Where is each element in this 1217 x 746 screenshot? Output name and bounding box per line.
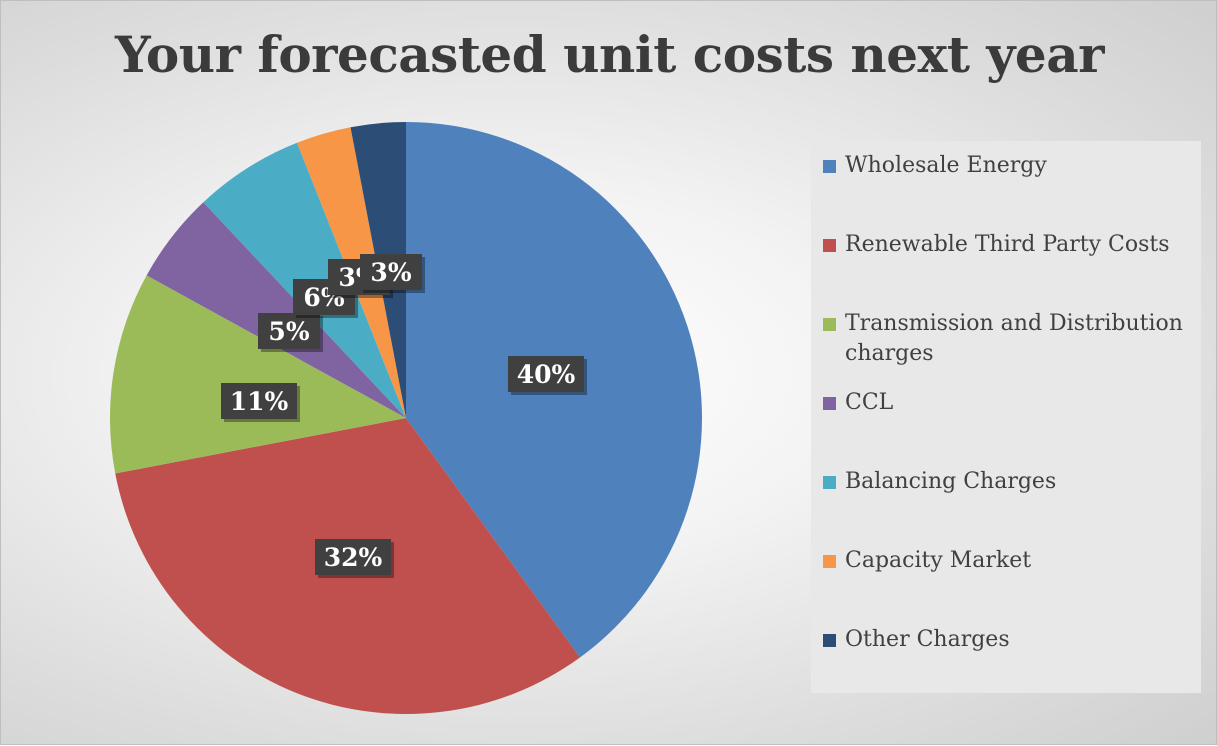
data-label-wholesale-energy: 40% (508, 356, 587, 395)
pie-slice-ccl (146, 202, 406, 418)
svg-text:3%: 3% (370, 258, 411, 287)
legend-swatch (823, 160, 836, 173)
legend-swatch (823, 555, 836, 568)
legend-label: Transmission and Distribution charges (845, 311, 1183, 366)
legend-item-transmission-and-distribution-charges: Transmission and Distribution charges (823, 309, 1195, 369)
legend: Wholesale Energy Renewable Third Party Co… (811, 141, 1201, 693)
legend-item-ccl: CCL (823, 388, 1195, 418)
legend-label: CCL (845, 390, 894, 415)
legend-label: Other Charges (845, 627, 1010, 652)
data-label-other-charges: 3% (360, 254, 425, 293)
legend-swatch (823, 634, 836, 647)
legend-item-capacity-market: Capacity Market (823, 546, 1195, 576)
legend-label: Wholesale Energy (845, 153, 1047, 178)
legend-label: Capacity Market (845, 548, 1032, 573)
data-label-transmission-and-distribution-charges: 11% (221, 383, 300, 422)
svg-text:32%: 32% (324, 543, 383, 572)
legend-label: Renewable Third Party Costs (845, 232, 1170, 257)
pie-slice-transmission-and-distribution-charges (110, 275, 406, 474)
legend-swatch (823, 397, 836, 410)
legend-item-wholesale-energy: Wholesale Energy (823, 151, 1195, 181)
legend-swatch (823, 318, 836, 331)
legend-label: Balancing Charges (845, 469, 1057, 494)
legend-swatch (823, 476, 836, 489)
svg-text:5%: 5% (268, 317, 309, 346)
legend-swatch (823, 239, 836, 252)
data-label-ccl: 5% (258, 313, 323, 352)
chart-title: Your forecasted unit costs next year (115, 25, 1104, 84)
svg-text:40%: 40% (517, 360, 576, 389)
legend-item-balancing-charges: Balancing Charges (823, 467, 1195, 497)
data-label-renewable-third-party-costs: 32% (315, 539, 394, 578)
svg-text:11%: 11% (230, 387, 289, 416)
legend-item-renewable-third-party-costs: Renewable Third Party Costs (823, 230, 1195, 260)
legend-item-other-charges: Other Charges (823, 625, 1195, 655)
